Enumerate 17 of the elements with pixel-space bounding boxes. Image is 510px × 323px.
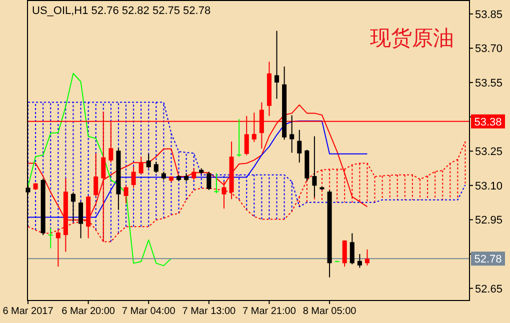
y-tick-label: 53.85 (475, 8, 503, 21)
x-tick-label: 7 Mar 13:00 (182, 306, 236, 317)
ref-line-label: 53.38 (474, 116, 502, 128)
x-tick-label: 6 Mar 2017 (2, 306, 54, 317)
x-tick-label: 6 Mar 20:00 (62, 306, 116, 317)
y-tick-label: 53.25 (475, 146, 503, 158)
y-tick-label: 52.95 (475, 214, 503, 227)
x-tick-label: 7 Mar 04:00 (122, 306, 176, 317)
ref-line-label: 52.78 (474, 254, 502, 266)
annotation: 现货原油 (370, 26, 454, 50)
x-tick-label: 8 Mar 05:00 (302, 306, 357, 317)
y-tick-label: 53.10 (475, 180, 503, 192)
y-tick-label: 53.70 (475, 43, 503, 56)
x-tick-label: 7 Mar 21:00 (242, 306, 296, 317)
text: US_OIL,H1 52.76 52.82 52.75 52.78 (32, 5, 211, 17)
y-tick-label: 52.65 (475, 283, 503, 296)
y-tick-label: 53.55 (475, 78, 503, 90)
